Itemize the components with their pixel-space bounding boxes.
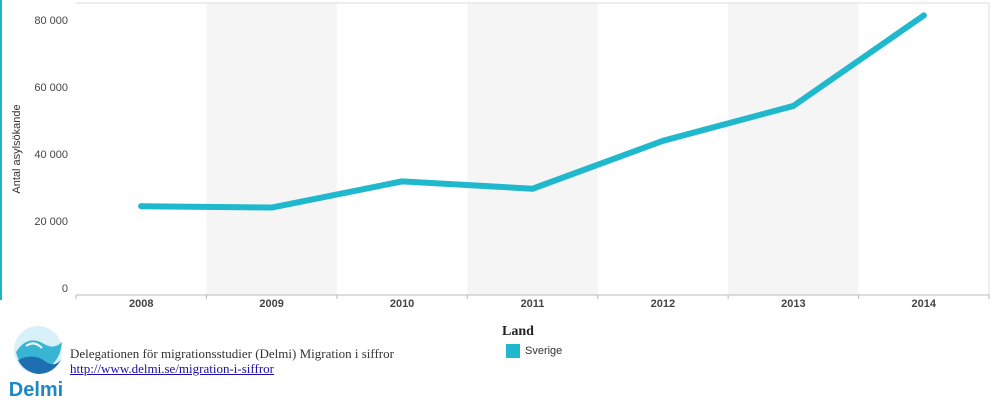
legend-title: Land: [502, 324, 534, 339]
logo-wordmark: Delmi: [9, 379, 63, 401]
x-tick-label: 2010: [390, 298, 414, 310]
y-axis-ticks: 0 20 000 40 000 60 000 80 000: [34, 15, 68, 295]
band-2013: [728, 3, 859, 295]
series-layer: [138, 12, 927, 211]
delmi-logo[interactable]: Delmi: [4, 322, 68, 402]
data-point[interactable]: [138, 203, 145, 210]
band-2011: [467, 3, 598, 295]
x-tick-label: 2012: [651, 298, 675, 310]
band-2009: [206, 3, 337, 295]
x-tick-label: 2008: [129, 298, 153, 310]
x-tick-label: 2011: [521, 298, 545, 310]
legend-swatch: [506, 344, 520, 358]
y-tick-label: 40 000: [34, 149, 68, 161]
y-axis-title: Antal asylsökande: [11, 104, 23, 193]
chart-footer: Delmi Delegationen för migrationsstudier…: [0, 318, 991, 404]
legend-item-sverige[interactable]: Sverige: [506, 344, 562, 358]
data-point[interactable]: [920, 12, 927, 19]
y-tick-label: 20 000: [34, 216, 68, 228]
data-point[interactable]: [790, 102, 797, 109]
source-link[interactable]: http://www.delmi.se/migration-i-siffror: [70, 361, 274, 376]
y-tick-label: 80 000: [34, 15, 68, 27]
y-tick-label: 60 000: [34, 82, 68, 94]
data-point[interactable]: [399, 178, 406, 185]
source-attribution: Delegationen för migrationsstudier (Delm…: [70, 346, 394, 376]
legend: Land Sverige: [502, 324, 562, 358]
data-point[interactable]: [529, 185, 536, 192]
x-tick-label: 2009: [259, 298, 283, 310]
x-tick-label: 2013: [781, 298, 805, 310]
background-bands: [76, 2, 990, 295]
source-text: Delegationen för migrationsstudier (Delm…: [70, 346, 394, 361]
x-axis: 2008 2009 2010 2011 2012 2013 2014: [75, 294, 990, 310]
x-tick-label: 2014: [912, 298, 937, 310]
legend-label: Sverige: [525, 345, 563, 357]
data-point[interactable]: [268, 204, 275, 211]
data-point[interactable]: [659, 137, 666, 144]
y-tick-label: 0: [62, 283, 68, 295]
left-edge-accent: [0, 0, 2, 300]
